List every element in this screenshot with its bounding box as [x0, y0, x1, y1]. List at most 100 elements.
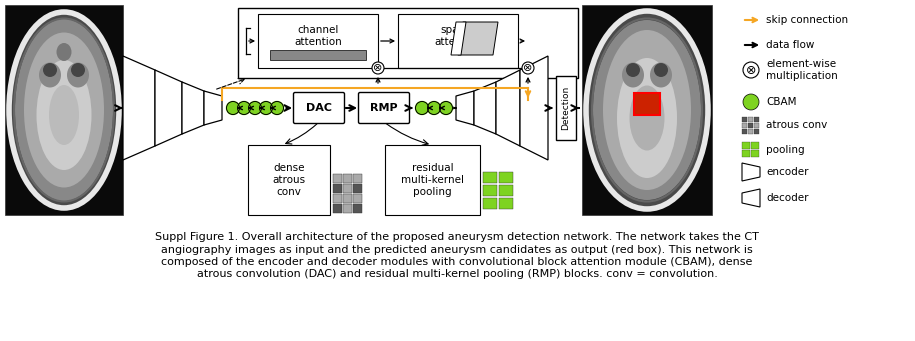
Text: spatial
attention: spatial attention	[434, 25, 482, 47]
Text: ⊗: ⊗	[746, 63, 757, 76]
Bar	[483, 185, 497, 196]
Bar	[742, 150, 750, 157]
Circle shape	[415, 102, 428, 115]
Ellipse shape	[593, 20, 701, 200]
Text: ⊗: ⊗	[523, 63, 533, 73]
Bar	[333, 174, 342, 183]
Polygon shape	[742, 189, 760, 207]
Text: skip connection: skip connection	[766, 15, 848, 25]
Bar	[343, 204, 352, 213]
Bar	[754, 117, 759, 122]
Bar	[483, 198, 497, 209]
Text: composed of the encoder and decoder modules with convolutional block attention m: composed of the encoder and decoder modu…	[161, 257, 753, 267]
Text: encoder: encoder	[766, 167, 809, 177]
Ellipse shape	[603, 30, 691, 190]
Bar	[343, 174, 352, 183]
Text: Detection: Detection	[562, 86, 570, 130]
Ellipse shape	[617, 58, 677, 178]
Polygon shape	[474, 82, 496, 134]
Bar	[343, 184, 352, 193]
Bar	[742, 129, 747, 134]
Bar	[499, 185, 513, 196]
Text: dense
atrous
conv: dense atrous conv	[273, 163, 306, 197]
Bar	[748, 129, 753, 134]
Bar	[353, 194, 362, 203]
Bar	[353, 204, 362, 213]
Text: channel
attention: channel attention	[294, 25, 342, 47]
Bar	[333, 194, 342, 203]
Ellipse shape	[15, 19, 113, 201]
Circle shape	[227, 102, 240, 115]
Polygon shape	[182, 82, 204, 134]
Bar	[248, 145, 330, 215]
Text: decoder: decoder	[766, 193, 809, 203]
Bar	[748, 123, 753, 128]
Polygon shape	[204, 91, 222, 125]
Ellipse shape	[630, 86, 664, 150]
Ellipse shape	[37, 60, 92, 170]
Bar	[751, 150, 759, 157]
Bar	[634, 93, 660, 115]
Circle shape	[439, 102, 453, 115]
Bar	[582, 5, 712, 215]
Bar	[754, 129, 759, 134]
Ellipse shape	[67, 62, 89, 88]
Ellipse shape	[587, 12, 707, 208]
Text: DAC: DAC	[306, 103, 332, 113]
Polygon shape	[742, 163, 760, 181]
Circle shape	[743, 94, 759, 110]
Text: angiography images as input and the predicted aneurysm candidates as output (red: angiography images as input and the pred…	[161, 245, 753, 255]
Text: atrous conv: atrous conv	[766, 120, 827, 130]
Bar	[499, 198, 513, 209]
Ellipse shape	[49, 85, 79, 145]
Circle shape	[271, 102, 284, 115]
Bar	[353, 184, 362, 193]
Circle shape	[249, 102, 262, 115]
Bar	[556, 76, 576, 140]
Text: RMP: RMP	[371, 103, 398, 113]
Ellipse shape	[24, 32, 104, 188]
Bar	[754, 123, 759, 128]
Ellipse shape	[71, 63, 85, 77]
Bar	[333, 204, 342, 213]
Bar	[483, 172, 497, 183]
Bar	[333, 184, 342, 193]
Bar	[751, 142, 759, 149]
Ellipse shape	[650, 62, 672, 88]
Bar	[5, 5, 123, 215]
Text: data flow: data flow	[766, 40, 814, 50]
Ellipse shape	[39, 62, 61, 88]
FancyBboxPatch shape	[258, 14, 378, 68]
Bar	[238, 8, 578, 78]
Bar	[270, 50, 366, 60]
Ellipse shape	[43, 63, 57, 77]
Ellipse shape	[10, 13, 118, 208]
Text: pooling: pooling	[766, 145, 804, 155]
Text: Suppl Figure 1. Overall architecture of the proposed aneurysm detection network.: Suppl Figure 1. Overall architecture of …	[155, 232, 759, 242]
Text: element-wise
multiplication: element-wise multiplication	[766, 59, 838, 81]
Polygon shape	[456, 91, 474, 125]
Bar	[742, 142, 750, 149]
Polygon shape	[496, 70, 520, 146]
Polygon shape	[520, 56, 548, 160]
FancyBboxPatch shape	[359, 92, 410, 123]
Text: ⊗: ⊗	[373, 63, 382, 73]
Circle shape	[522, 62, 534, 74]
Circle shape	[427, 102, 440, 115]
Bar	[353, 174, 362, 183]
Ellipse shape	[622, 62, 644, 88]
Bar	[742, 117, 747, 122]
Bar	[499, 172, 513, 183]
Ellipse shape	[654, 63, 668, 77]
Polygon shape	[123, 56, 155, 160]
Bar	[748, 117, 753, 122]
Text: residual
multi-kernel
pooling: residual multi-kernel pooling	[401, 163, 464, 197]
FancyBboxPatch shape	[294, 92, 345, 123]
Text: CBAM: CBAM	[766, 97, 796, 107]
Bar	[385, 145, 480, 215]
Text: atrous convolution (DAC) and residual multi-kernel pooling (RMP) blocks. conv = : atrous convolution (DAC) and residual mu…	[197, 269, 717, 279]
Circle shape	[260, 102, 273, 115]
Polygon shape	[451, 22, 466, 55]
Ellipse shape	[57, 43, 71, 61]
Circle shape	[743, 62, 759, 78]
